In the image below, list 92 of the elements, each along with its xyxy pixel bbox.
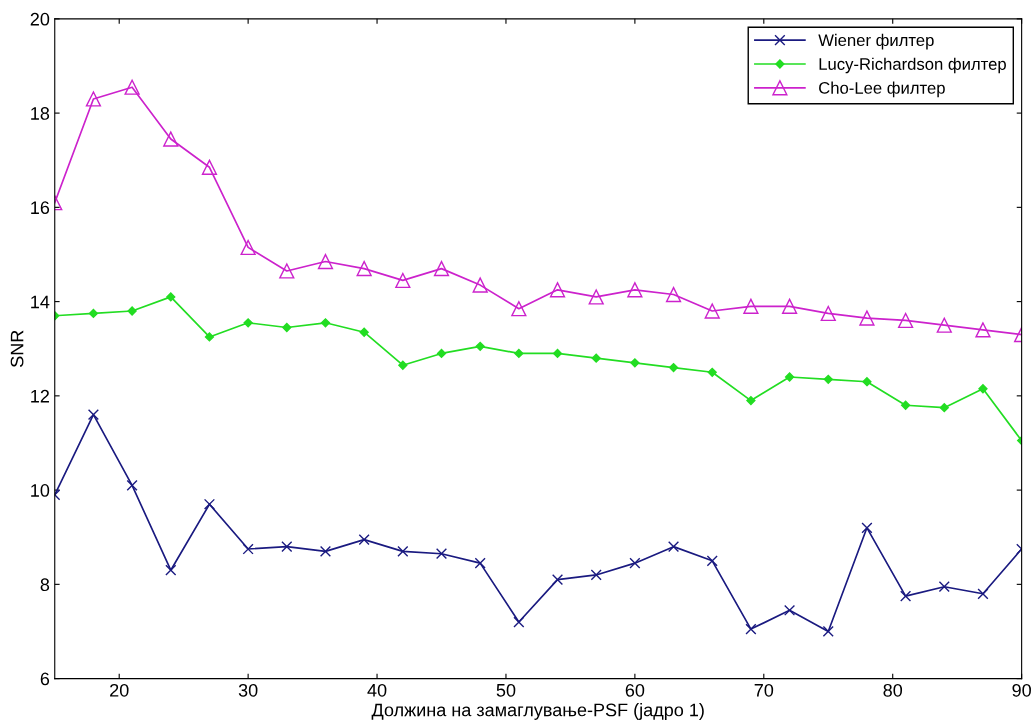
point — [859, 310, 875, 326]
point — [433, 260, 450, 277]
point — [279, 263, 295, 279]
point — [820, 305, 836, 322]
point — [784, 372, 795, 382]
point — [317, 253, 334, 270]
x-tick-label: 90 — [1012, 683, 1031, 697]
point — [939, 403, 949, 413]
point — [474, 557, 486, 569]
point — [319, 545, 332, 557]
point — [551, 574, 564, 586]
point — [861, 522, 873, 534]
x-tick-label: 20 — [110, 683, 129, 697]
y-axis-title: SNR — [10, 330, 24, 367]
point — [591, 353, 601, 363]
point — [975, 322, 991, 338]
y-tick-label: 14 — [31, 295, 50, 309]
point — [203, 498, 216, 510]
point — [784, 604, 796, 616]
point — [668, 362, 679, 373]
y-tick-label: 18 — [31, 107, 50, 120]
point — [282, 322, 292, 333]
point — [356, 260, 372, 277]
point — [743, 298, 759, 314]
point — [977, 588, 989, 600]
point — [359, 327, 369, 337]
point — [511, 301, 527, 317]
x-tick-label: 60 — [625, 683, 645, 697]
point — [127, 306, 137, 316]
point — [938, 581, 950, 593]
legend-label: Lucy-Richardson филтер — [819, 57, 1006, 74]
point — [588, 289, 604, 305]
point — [395, 272, 411, 289]
point — [201, 159, 218, 175]
point — [745, 623, 757, 635]
point — [204, 332, 215, 342]
point — [320, 318, 331, 328]
point — [704, 303, 720, 319]
point — [513, 616, 525, 628]
x-axis-title: Должина на замаглување-PSF (јадро 1) — [371, 703, 704, 720]
y-tick-label: 20 — [30, 12, 50, 26]
point — [358, 534, 370, 546]
x-tick-label: 80 — [883, 683, 903, 697]
point — [514, 348, 524, 359]
point — [397, 545, 409, 557]
y-tick-label: 12 — [31, 389, 49, 403]
point — [166, 292, 176, 302]
point — [398, 360, 408, 370]
x-tick-label: 40 — [367, 683, 387, 697]
point — [978, 384, 988, 394]
point — [243, 318, 253, 328]
point — [629, 557, 641, 569]
point — [936, 317, 952, 333]
point — [781, 298, 798, 314]
point — [897, 312, 914, 329]
point — [823, 374, 833, 384]
y-tick-label: 10 — [31, 484, 50, 497]
y-tick-label: 16 — [31, 201, 50, 215]
point — [435, 548, 448, 560]
point — [862, 377, 872, 387]
point — [549, 282, 566, 298]
point — [630, 358, 640, 368]
point — [163, 131, 179, 147]
point — [281, 541, 293, 553]
point — [126, 479, 138, 491]
point — [87, 409, 99, 421]
point — [627, 282, 643, 298]
legend-label: Cho-Lee филтер — [819, 81, 945, 98]
point — [668, 541, 680, 553]
point — [552, 348, 563, 359]
x-tick-label: 50 — [496, 683, 516, 697]
x-tick-label: 30 — [238, 683, 258, 697]
y-tick-label: 8 — [40, 578, 50, 592]
point — [475, 341, 485, 351]
point — [124, 79, 140, 95]
point — [165, 564, 177, 576]
point — [706, 555, 718, 567]
point — [88, 308, 99, 319]
point — [665, 286, 682, 303]
point — [472, 277, 488, 293]
point — [240, 239, 256, 256]
point — [900, 590, 912, 602]
y-tick-label: 6 — [40, 672, 50, 686]
point — [590, 569, 602, 581]
point — [242, 543, 254, 555]
point — [85, 91, 102, 107]
legend-label: Wiener филтер — [818, 33, 934, 50]
point — [822, 625, 834, 638]
point — [746, 395, 756, 406]
point — [900, 400, 911, 410]
x-tick-label: 70 — [754, 683, 774, 697]
point — [707, 367, 717, 377]
